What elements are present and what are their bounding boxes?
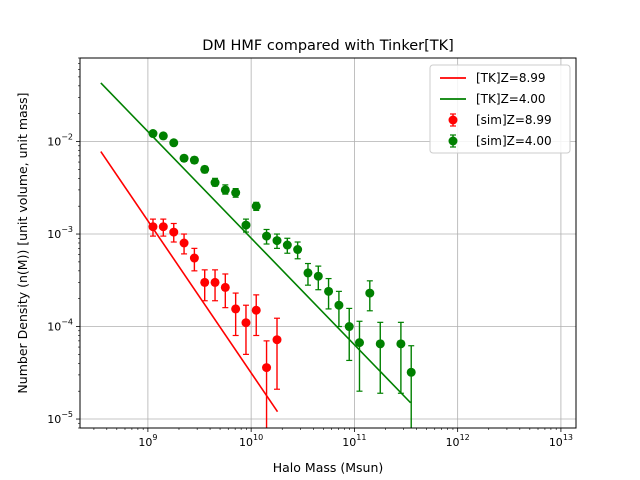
data-point <box>169 227 179 237</box>
x-tick-label: 1010 <box>239 433 263 449</box>
data-point <box>179 238 189 248</box>
data-point <box>189 155 199 165</box>
x-tick-label: 1011 <box>342 433 366 449</box>
data-point <box>406 367 416 377</box>
data-point <box>324 286 334 296</box>
data-point <box>148 129 158 139</box>
data-point <box>313 271 323 281</box>
data-point <box>344 322 354 332</box>
legend: [TK]Z=8.99 [TK]Z=4.00 [sim]Z=8.99 [sim]Z=4.… <box>429 64 571 154</box>
data-point <box>210 277 220 287</box>
data-point <box>262 231 272 241</box>
data-point <box>158 131 168 141</box>
x-axis-label: Halo Mass (Msun) <box>273 460 384 475</box>
data-point <box>200 277 210 287</box>
data-point <box>272 236 282 246</box>
data-point <box>158 222 168 232</box>
data-point <box>200 164 210 174</box>
legend-label: [TK]Z=8.99 <box>476 71 546 85</box>
data-point <box>231 188 241 198</box>
data-point <box>365 288 375 298</box>
y-axis: 10−5 10−4 10−3 10−2 <box>47 57 80 429</box>
x-tick-label: 109 <box>138 433 157 449</box>
data-point <box>189 253 199 263</box>
data-point <box>262 363 272 373</box>
data-point <box>354 338 364 348</box>
data-point <box>272 335 282 345</box>
x-tick-label: 1013 <box>549 433 573 449</box>
x-tick-label: 1012 <box>446 433 470 449</box>
data-point <box>251 305 261 315</box>
legend-box <box>429 64 571 154</box>
model-line-1 <box>100 151 279 413</box>
data-point <box>293 245 303 255</box>
data-point <box>282 240 292 250</box>
legend-label: [sim]Z=4.00 <box>476 134 552 148</box>
y-tick-label: 10−4 <box>47 318 73 334</box>
plot-area <box>100 82 416 428</box>
data-point <box>334 300 344 310</box>
data-point <box>179 153 189 163</box>
data-point <box>396 339 406 349</box>
data-point <box>220 282 230 292</box>
x-axis: 109 1010 1011 1012 1013 <box>93 428 573 449</box>
y-tick-label: 10−3 <box>47 225 73 241</box>
chart-title: DM HMF compared with Tinker[TK] <box>202 38 454 54</box>
data-point <box>241 220 251 230</box>
data-point <box>220 185 230 195</box>
y-tick-label: 10−2 <box>47 133 73 149</box>
data-point <box>375 339 385 349</box>
legend-label: [sim]Z=8.99 <box>476 113 552 127</box>
data-point <box>169 138 179 148</box>
legend-marker-swatch <box>448 136 458 146</box>
data-point <box>210 178 220 188</box>
data-point <box>148 222 158 232</box>
data-point <box>241 318 251 328</box>
legend-marker-swatch <box>448 115 458 125</box>
y-tick-label: 10−5 <box>47 410 73 426</box>
data-point <box>231 304 241 314</box>
data-point <box>251 201 261 211</box>
legend-label: [TK]Z=4.00 <box>476 92 546 106</box>
data-point <box>303 268 313 278</box>
y-axis-label: Number Density (n(M)) [unit volume, unit… <box>15 92 30 393</box>
